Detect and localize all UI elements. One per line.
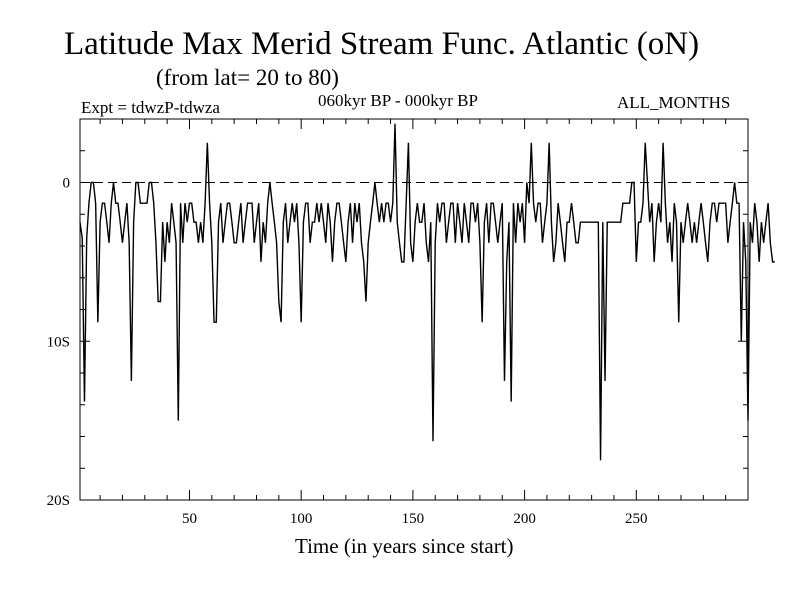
series-line-0 bbox=[79, 123, 775, 461]
months-label: ALL_MONTHS bbox=[617, 93, 731, 112]
x-tick-label: 200 bbox=[513, 511, 536, 527]
y-tick-label: 10S bbox=[47, 334, 70, 350]
minor-ticks bbox=[80, 119, 748, 500]
experiment-label: Expt = tdwzP-tdwza bbox=[81, 98, 220, 117]
x-tick-label: 50 bbox=[182, 511, 197, 527]
x-tick-label: 100 bbox=[290, 511, 313, 527]
y-tick-label: 20S bbox=[47, 493, 70, 509]
chart-subtitle: (from lat= 20 to 80) bbox=[156, 65, 339, 90]
chart-title: Latitude Max Merid Stream Func. Atlantic… bbox=[64, 26, 700, 62]
period-label: 060kyr BP - 000kyr BP bbox=[318, 91, 478, 110]
x-tick-label: 150 bbox=[402, 511, 425, 527]
y-tick-label: 0 bbox=[63, 176, 71, 192]
x-tick-label: 250 bbox=[625, 511, 648, 527]
x-axis: 50 100 150 200 250 bbox=[182, 119, 648, 527]
x-axis-label: Time (in years since start) bbox=[295, 534, 514, 558]
series-layer bbox=[79, 123, 775, 461]
